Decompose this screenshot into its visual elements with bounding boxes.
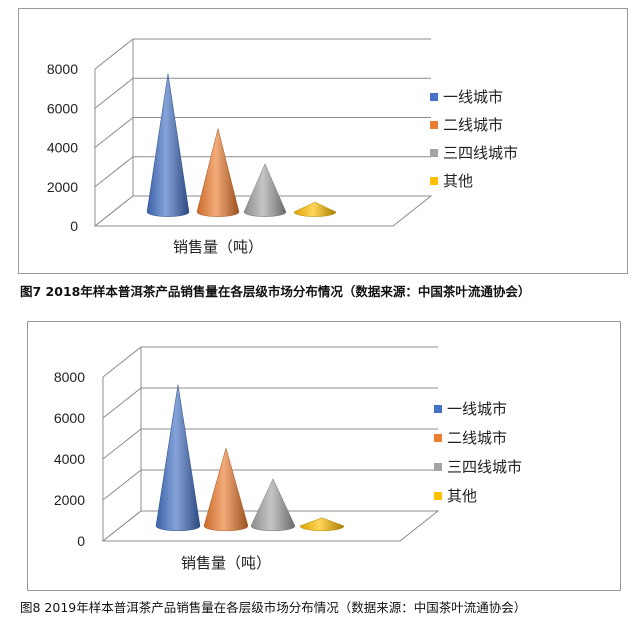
chart-frame: [18, 8, 628, 274]
cone-0: [155, 384, 201, 532]
cone-3: [299, 517, 345, 532]
gridline-diagonal: [94, 77, 134, 109]
legend-swatch-3: [430, 177, 438, 185]
cone-1: [196, 128, 240, 217]
y-tick-label: 8000: [47, 61, 78, 77]
x-axis-label: 销售量（吨）: [181, 554, 271, 572]
legend-swatch-0: [430, 93, 438, 101]
y-tick-label: 0: [70, 218, 78, 234]
gridline-diagonal: [94, 156, 134, 188]
gridline-diagonal: [94, 117, 134, 148]
legend-label-3: 其他: [447, 487, 477, 505]
legend-label-3: 其他: [443, 172, 473, 190]
gridline-diagonal: [94, 38, 134, 70]
legend-label-2: 三四线城市: [447, 458, 522, 476]
cone-0: [146, 73, 190, 217]
legend-swatch-2: [434, 463, 442, 471]
legend-label-1: 二线城市: [443, 116, 503, 134]
legend-swatch-1: [430, 121, 438, 129]
cone-1: [203, 447, 249, 532]
y-tick-label: 2000: [54, 492, 85, 508]
y-tick-label: 6000: [47, 100, 78, 116]
legend-swatch-2: [430, 149, 438, 157]
chart-caption: 图8 2019年样本普洱茶产品销售量在各层级市场分布情况（数据来源：中国茶叶流通…: [20, 600, 527, 615]
cone-2: [250, 478, 296, 532]
legend-swatch-3: [434, 492, 442, 500]
gridline-diagonal: [102, 469, 142, 501]
gridline-diagonal: [102, 346, 142, 378]
cone-2: [243, 163, 287, 217]
legend-label-2: 三四线城市: [443, 144, 518, 162]
gridline-diagonal: [102, 387, 142, 419]
legend-label-1: 二线城市: [447, 429, 507, 447]
y-tick-label: 2000: [47, 179, 78, 195]
legend-swatch-1: [434, 434, 442, 442]
y-tick-label: 6000: [54, 410, 85, 426]
y-tick-label: 8000: [54, 369, 85, 385]
legend-swatch-0: [434, 405, 442, 413]
y-tick-label: 4000: [54, 451, 85, 467]
legend-label-0: 一线城市: [447, 400, 507, 418]
chart-caption: 图7 2018年样本普洱茶产品销售量在各层级市场分布情况（数据来源：中国茶叶流通…: [20, 284, 531, 299]
chart-frame: [27, 321, 621, 591]
y-tick-label: 4000: [47, 140, 78, 156]
chart-panel-2018: 0 2000 4000 6000 8000 一线城市二线城市三四线城市其他销售量（吨） 图…: [0, 0, 640, 300]
cone-3: [293, 201, 337, 217]
legend-label-0: 一线城市: [443, 88, 503, 106]
y-tick-label: 0: [77, 533, 85, 549]
gridline-diagonal: [102, 428, 142, 460]
x-axis-label: 销售量（吨）: [173, 238, 263, 256]
